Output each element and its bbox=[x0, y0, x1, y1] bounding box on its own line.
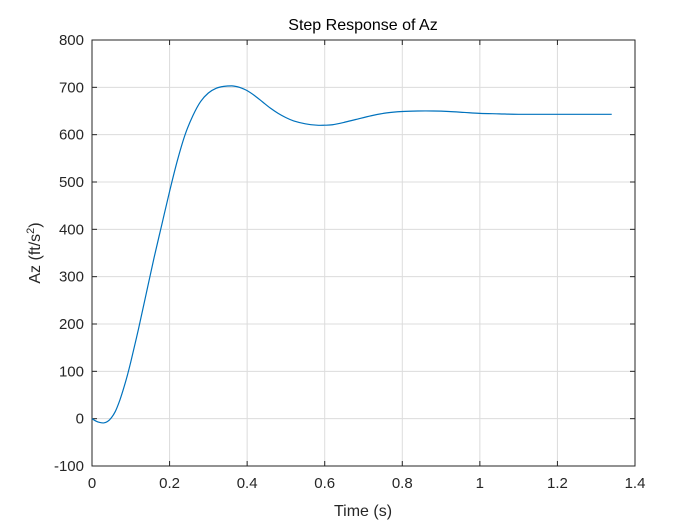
y-tick-label: 200 bbox=[59, 316, 84, 333]
x-tick-label: 1 bbox=[476, 475, 484, 492]
y-tick-label: 800 bbox=[59, 32, 84, 49]
y-axis-label-superscript: 2 bbox=[25, 228, 37, 234]
x-tick-label: 1.2 bbox=[547, 475, 568, 492]
x-tick-label: 0 bbox=[88, 475, 96, 492]
axes-box bbox=[91, 39, 636, 467]
y-tick-label: 500 bbox=[59, 174, 84, 191]
x-axis-label: Time (s) bbox=[334, 503, 392, 520]
y-tick-label: -100 bbox=[54, 458, 84, 475]
y-tick-label: 700 bbox=[59, 79, 84, 96]
y-tick-label: 0 bbox=[76, 411, 84, 428]
y-tick-label: 600 bbox=[59, 127, 84, 144]
x-tick-label: 0.8 bbox=[392, 475, 413, 492]
x-tick-label: 0.4 bbox=[237, 475, 258, 492]
y-axis-label-close: ) bbox=[27, 222, 44, 227]
y-tick-label: 300 bbox=[59, 269, 84, 286]
axes bbox=[91, 39, 636, 467]
tick-labels: 0 0.2 0.4 0.6 0.8 1 1.2 1.4-1000100200300400500… bbox=[54, 32, 645, 492]
series-line bbox=[91, 85, 612, 424]
series-layer bbox=[91, 85, 612, 424]
x-tick-label: 0.6 bbox=[314, 475, 335, 492]
y-axis-label: Az (ft/s2) bbox=[25, 222, 44, 283]
chart-title: Step Response of Az bbox=[288, 17, 437, 34]
y-tick-label: 100 bbox=[59, 363, 84, 380]
x-tick-label: 0.2 bbox=[159, 475, 180, 492]
x-tick-label: 1.4 bbox=[625, 475, 646, 492]
y-axis-label-base: Az (ft/s bbox=[27, 234, 44, 284]
y-tick-label: 400 bbox=[59, 221, 84, 238]
plot-background bbox=[92, 40, 635, 466]
